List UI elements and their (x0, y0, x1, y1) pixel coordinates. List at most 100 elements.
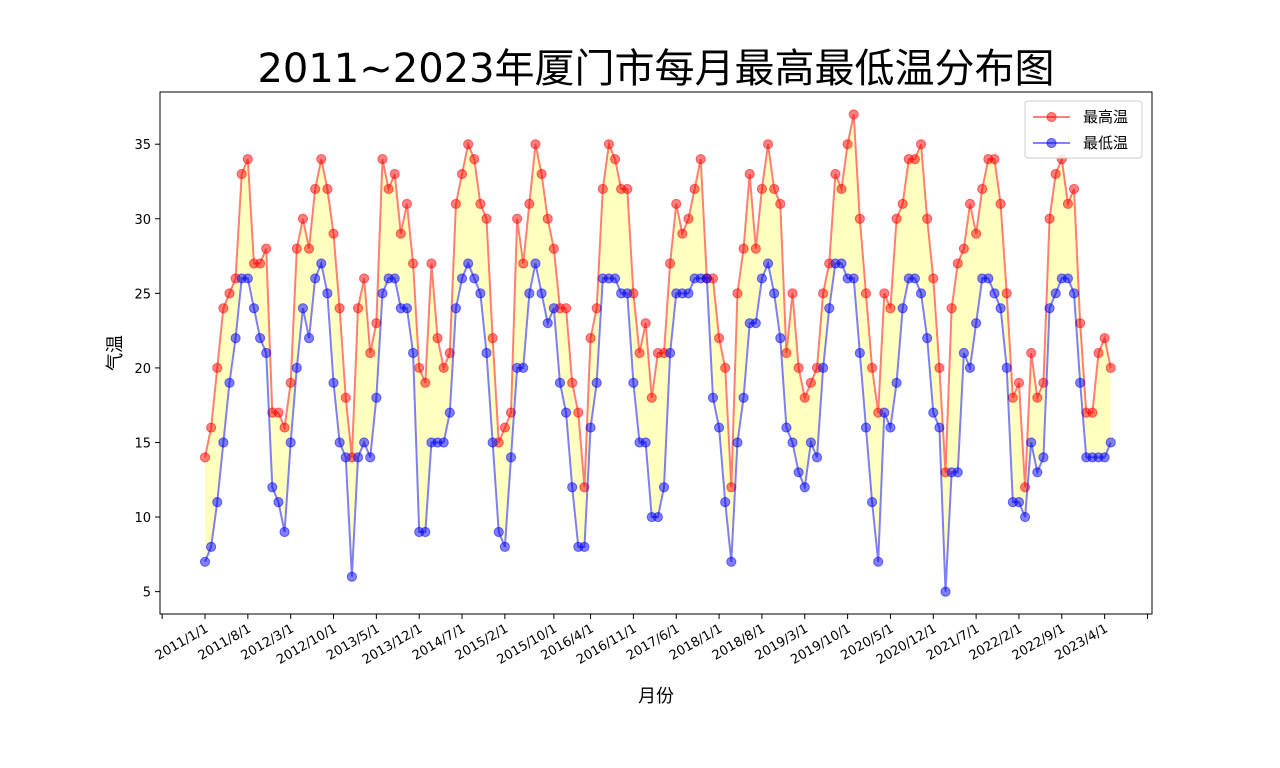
y-tick-label: 30 (134, 213, 151, 228)
data-point-min (910, 274, 919, 283)
data-point-min (537, 289, 546, 298)
data-point-min (1051, 289, 1060, 298)
data-point-min (500, 542, 509, 551)
data-point-max (935, 363, 944, 372)
data-point-min (898, 304, 907, 313)
data-point-max (721, 363, 730, 372)
data-point-max (604, 140, 613, 149)
data-point-max (543, 214, 552, 223)
data-point-min (837, 259, 846, 268)
data-point-min (451, 304, 460, 313)
data-point-max (323, 184, 332, 193)
data-point-max (427, 259, 436, 268)
data-point-min (506, 453, 515, 462)
data-point-min (653, 512, 662, 521)
data-point-min (568, 483, 577, 492)
data-point-min (788, 438, 797, 447)
data-point-max (500, 423, 509, 432)
data-point-min (1076, 378, 1085, 387)
data-point-max (586, 333, 595, 342)
data-point-min (225, 378, 234, 387)
data-point-max (598, 184, 607, 193)
data-point-min (855, 348, 864, 357)
data-point-min (231, 333, 240, 342)
data-point-max (390, 169, 399, 178)
data-point-max (200, 453, 209, 462)
data-point-min (347, 572, 356, 581)
data-point-max (335, 304, 344, 313)
data-point-min (292, 363, 301, 372)
data-point-min (280, 527, 289, 536)
data-point-min (586, 423, 595, 432)
data-point-min (959, 348, 968, 357)
data-point-max (1063, 199, 1072, 208)
data-point-max (464, 140, 473, 149)
data-point-min (531, 259, 540, 268)
data-point-min (1045, 304, 1054, 313)
data-point-max (972, 229, 981, 238)
y-tick-label: 20 (134, 362, 151, 377)
data-point-min (1014, 498, 1023, 507)
data-point-max (415, 363, 424, 372)
data-point-min (408, 348, 417, 357)
data-point-max (806, 378, 815, 387)
data-point-max (292, 244, 301, 253)
data-point-min (812, 453, 821, 462)
data-point-min (708, 393, 717, 402)
data-point-min (439, 438, 448, 447)
data-point-min (806, 438, 815, 447)
data-point-max (255, 259, 264, 268)
data-point-min (366, 453, 375, 462)
data-point-max (610, 155, 619, 164)
data-point-max (286, 378, 295, 387)
data-point-max (745, 169, 754, 178)
data-point-min (880, 408, 889, 417)
data-point-min (286, 438, 295, 447)
data-point-min (378, 289, 387, 298)
data-point-min (794, 468, 803, 477)
data-point-min (470, 274, 479, 283)
data-point-max (476, 199, 485, 208)
data-point-min (390, 274, 399, 283)
data-point-max (225, 289, 234, 298)
data-point-min (916, 289, 925, 298)
data-point-max (408, 259, 417, 268)
data-point-max (1100, 333, 1109, 342)
y-tick-label: 10 (134, 511, 151, 526)
data-point-min (323, 289, 332, 298)
data-point-max (739, 244, 748, 253)
data-point-min (298, 304, 307, 313)
data-point-max (947, 304, 956, 313)
data-point-max (763, 140, 772, 149)
data-point-max (1069, 184, 1078, 193)
data-point-max (849, 110, 858, 119)
data-point-min (445, 408, 454, 417)
data-point-max (1051, 169, 1060, 178)
data-point-max (384, 184, 393, 193)
data-point-min (819, 363, 828, 372)
data-point-min (610, 274, 619, 283)
data-point-max (647, 393, 656, 402)
data-point-min (1063, 274, 1072, 283)
data-point-max (1033, 393, 1042, 402)
data-point-min (733, 438, 742, 447)
data-point-min (782, 423, 791, 432)
data-point-max (561, 304, 570, 313)
data-point-min (207, 542, 216, 551)
data-point-min (519, 363, 528, 372)
data-point-min (763, 259, 772, 268)
data-point-max (213, 363, 222, 372)
data-point-min (335, 438, 344, 447)
data-point-max (219, 304, 228, 313)
data-point-min (464, 259, 473, 268)
data-point-max (488, 333, 497, 342)
data-point-max (439, 363, 448, 372)
data-point-min (923, 333, 932, 342)
data-point-min (641, 438, 650, 447)
data-point-max (274, 408, 283, 417)
data-point-max (898, 199, 907, 208)
data-point-max (959, 244, 968, 253)
data-point-min (249, 304, 258, 313)
data-point-max (733, 289, 742, 298)
